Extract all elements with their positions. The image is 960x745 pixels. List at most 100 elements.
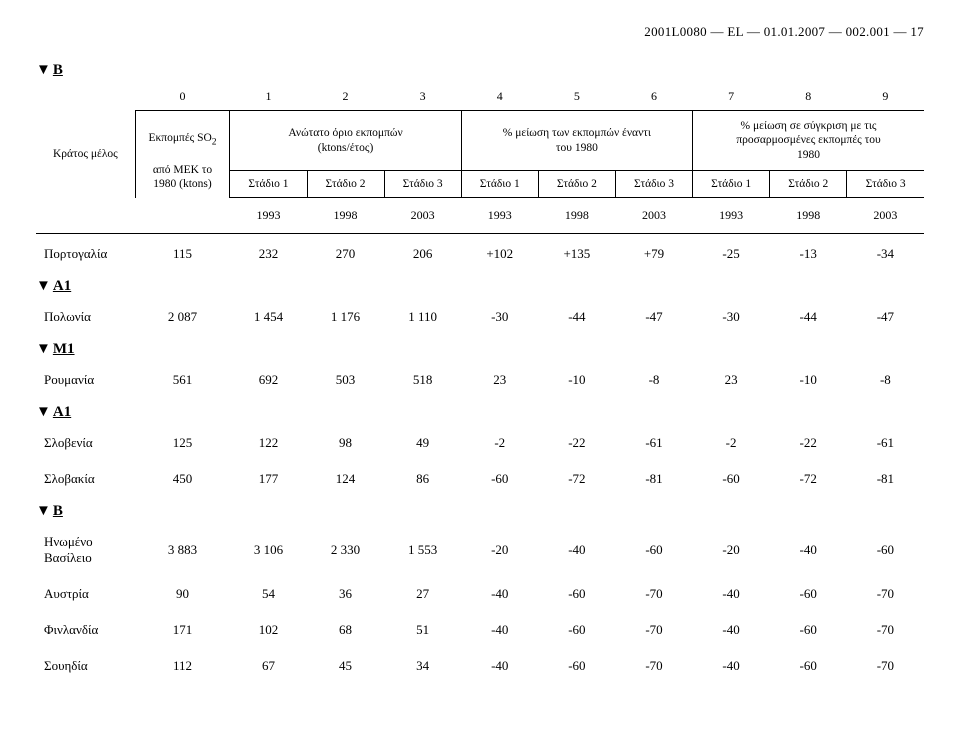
cell: 49 bbox=[384, 425, 461, 461]
cell: -30 bbox=[461, 299, 538, 335]
cell: 1 454 bbox=[230, 299, 307, 335]
cell: 518 bbox=[384, 362, 461, 398]
cell: 124 bbox=[307, 461, 384, 497]
cell: +135 bbox=[538, 236, 615, 272]
cell: 232 bbox=[230, 236, 307, 272]
cell: -60 bbox=[693, 461, 770, 497]
cell: -60 bbox=[461, 461, 538, 497]
year-5: 2003 bbox=[615, 198, 692, 234]
cell: -40 bbox=[461, 648, 538, 684]
year-3: 1993 bbox=[461, 198, 538, 234]
cell: -60 bbox=[538, 612, 615, 648]
cell: -8 bbox=[847, 362, 924, 398]
table-row: Ηνωμένο Βασίλειο 3 883 3 106 2 330 1 553… bbox=[36, 524, 924, 576]
cell: -40 bbox=[461, 576, 538, 612]
cell: 98 bbox=[307, 425, 384, 461]
data-block-5: Ηνωμένο Βασίλειο 3 883 3 106 2 330 1 553… bbox=[36, 524, 924, 684]
stage-3c: Στάδιο 3 bbox=[847, 171, 924, 198]
head-so2-a: Εκπομπές SO bbox=[148, 132, 211, 144]
head-state: Κράτος μέλος bbox=[36, 111, 135, 198]
marker-b-text2: B bbox=[53, 503, 63, 519]
cell: -61 bbox=[847, 425, 924, 461]
row-name: Σλοβακία bbox=[36, 461, 135, 497]
marker-b-top: ▼B bbox=[36, 62, 924, 79]
cell: -20 bbox=[461, 524, 538, 576]
cell: -47 bbox=[615, 299, 692, 335]
row-name: Φινλανδία bbox=[36, 612, 135, 648]
cell: -70 bbox=[847, 576, 924, 612]
marker-a1-1: ▼A1 bbox=[36, 278, 924, 295]
cell: -47 bbox=[847, 299, 924, 335]
row-name: Ρουμανία bbox=[36, 362, 135, 398]
cell: -60 bbox=[847, 524, 924, 576]
cell: 102 bbox=[230, 612, 307, 648]
cell: -22 bbox=[538, 425, 615, 461]
stage-2b: Στάδιο 2 bbox=[538, 171, 615, 198]
year-0: 1993 bbox=[230, 198, 307, 234]
coln-9: 9 bbox=[847, 83, 924, 111]
cell: -70 bbox=[615, 576, 692, 612]
cell: 86 bbox=[384, 461, 461, 497]
cell: -81 bbox=[847, 461, 924, 497]
cell: -72 bbox=[770, 461, 847, 497]
cell: -40 bbox=[770, 524, 847, 576]
year-2: 2003 bbox=[384, 198, 461, 234]
cell: -60 bbox=[770, 612, 847, 648]
cell: -60 bbox=[538, 576, 615, 612]
head-ceiling: Ανώτατο όριο εκπομπών (ktons/έτος) bbox=[230, 111, 461, 171]
cell: 1 553 bbox=[384, 524, 461, 576]
cell: -44 bbox=[770, 299, 847, 335]
table-row: Αυστρία 90 54 36 27 -40 -60 -70 -40 -60 … bbox=[36, 576, 924, 612]
row-name: Πολωνία bbox=[36, 299, 135, 335]
cell: -2 bbox=[693, 425, 770, 461]
table-row: Σουηδία 112 67 45 34 -40 -60 -70 -40 -60… bbox=[36, 648, 924, 684]
marker-a1-text2: A1 bbox=[53, 404, 71, 420]
stage-1c: Στάδιο 1 bbox=[693, 171, 770, 198]
cell: 54 bbox=[230, 576, 307, 612]
cell: 36 bbox=[307, 576, 384, 612]
head-pct1: % μείωση των εκπομπών έναντι του 1980 bbox=[461, 111, 692, 171]
coln-8: 8 bbox=[770, 83, 847, 111]
year-4: 1998 bbox=[538, 198, 615, 234]
cell: 2 330 bbox=[307, 524, 384, 576]
head-pct2: % μείωση σε σύγκριση με τις προσαρμοσμέν… bbox=[693, 111, 924, 171]
coln-1: 1 bbox=[230, 83, 307, 111]
cell: 45 bbox=[307, 648, 384, 684]
cell: 206 bbox=[384, 236, 461, 272]
stage-1a: Στάδιο 1 bbox=[230, 171, 307, 198]
cell: 561 bbox=[135, 362, 230, 398]
head-so2-b: από ΜΕΚ το 1980 (ktons) bbox=[153, 164, 212, 190]
cell: -10 bbox=[538, 362, 615, 398]
cell: 1 176 bbox=[307, 299, 384, 335]
coln-4: 4 bbox=[461, 83, 538, 111]
stage-3b: Στάδιο 3 bbox=[615, 171, 692, 198]
cell: -2 bbox=[461, 425, 538, 461]
cell: 115 bbox=[135, 236, 230, 272]
head-so2-sub: 2 bbox=[212, 137, 217, 148]
coln-0: 0 bbox=[135, 83, 230, 111]
cell: -70 bbox=[847, 612, 924, 648]
marker-m1: ▼M1 bbox=[36, 341, 924, 358]
page: 2001L0080 — EL — 01.01.2007 — 002.001 — … bbox=[0, 0, 960, 724]
cell: 23 bbox=[461, 362, 538, 398]
head-so2: Εκπομπές SO2 από ΜΕΚ το 1980 (ktons) bbox=[135, 111, 230, 198]
cell: 112 bbox=[135, 648, 230, 684]
cell: 23 bbox=[693, 362, 770, 398]
cell: -70 bbox=[615, 648, 692, 684]
cell: -25 bbox=[693, 236, 770, 272]
data-block-1: Πορτογαλία 115 232 270 206 +102 +135 +79… bbox=[36, 236, 924, 272]
marker-b-bottom: ▼B bbox=[36, 503, 924, 520]
cell: 692 bbox=[230, 362, 307, 398]
cell: +102 bbox=[461, 236, 538, 272]
stage-2a: Στάδιο 2 bbox=[307, 171, 384, 198]
coln-6: 6 bbox=[615, 83, 692, 111]
cell: 270 bbox=[307, 236, 384, 272]
coln-7: 7 bbox=[693, 83, 770, 111]
table-row: Πολωνία 2 087 1 454 1 176 1 110 -30 -44 … bbox=[36, 299, 924, 335]
cell: -22 bbox=[770, 425, 847, 461]
cell: -40 bbox=[693, 576, 770, 612]
cell: 1 110 bbox=[384, 299, 461, 335]
cell: -30 bbox=[693, 299, 770, 335]
cell: -8 bbox=[615, 362, 692, 398]
year-7: 1998 bbox=[770, 198, 847, 234]
